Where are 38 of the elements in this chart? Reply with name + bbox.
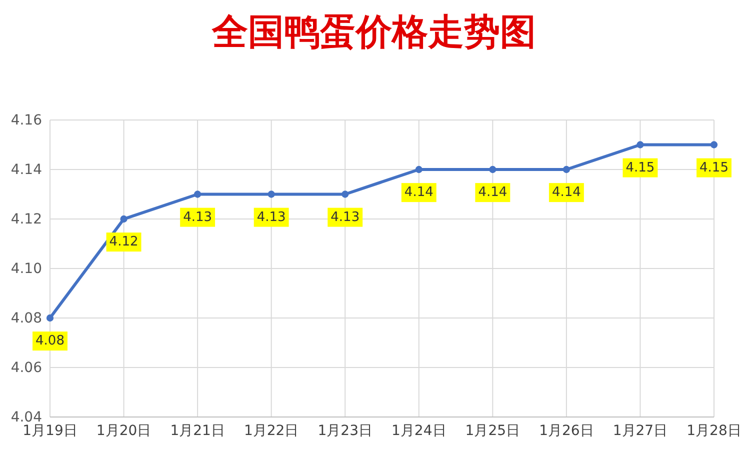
x-tick-label: 1月19日 xyxy=(22,422,78,439)
data-label: 4.13 xyxy=(256,210,286,225)
data-label: 4.14 xyxy=(552,185,581,200)
point xyxy=(415,166,422,174)
point xyxy=(489,166,496,174)
y-tick-label: 4.10 xyxy=(10,260,42,277)
data-label: 4.15 xyxy=(700,160,728,176)
chart-title: 全国鸭蛋价格走势图 xyxy=(211,12,536,52)
point xyxy=(120,215,128,223)
point xyxy=(562,166,570,174)
x-tick-label: 1月23日 xyxy=(318,422,372,439)
point xyxy=(46,314,54,322)
data-label: 4.08 xyxy=(36,334,64,349)
y-tick-label: 4.16 xyxy=(10,112,42,128)
y-tick-label: 4.12 xyxy=(10,211,42,228)
x-tick-label: 1月27日 xyxy=(612,422,668,439)
x-tick-label: 1月26日 xyxy=(539,422,594,439)
point xyxy=(636,141,644,148)
data-label: 4.12 xyxy=(109,234,138,250)
x-tick-label: 1月24日 xyxy=(392,422,446,439)
x-tick-label: 1月28日 xyxy=(686,422,742,439)
y-tick-label: 4.08 xyxy=(10,310,42,326)
data-label: 4.13 xyxy=(330,210,360,225)
point xyxy=(268,190,275,198)
point xyxy=(194,190,202,198)
data-label: 4.14 xyxy=(404,185,434,200)
point xyxy=(710,141,718,148)
x-tick-label: 1月20日 xyxy=(96,422,152,439)
y-tick-label: 4.14 xyxy=(10,162,42,178)
x-tick-label: 1月22日 xyxy=(244,422,299,439)
y-tick-label: 4.04 xyxy=(10,409,42,426)
x-tick-label: 1月25日 xyxy=(465,422,520,439)
data-label: 4.15 xyxy=(626,160,655,176)
data-label: 4.13 xyxy=(183,210,212,225)
point xyxy=(342,190,349,198)
x-tick-label: 1月21日 xyxy=(170,422,225,439)
y-tick-label: 4.06 xyxy=(10,360,42,376)
data-label: 4.14 xyxy=(478,185,508,200)
